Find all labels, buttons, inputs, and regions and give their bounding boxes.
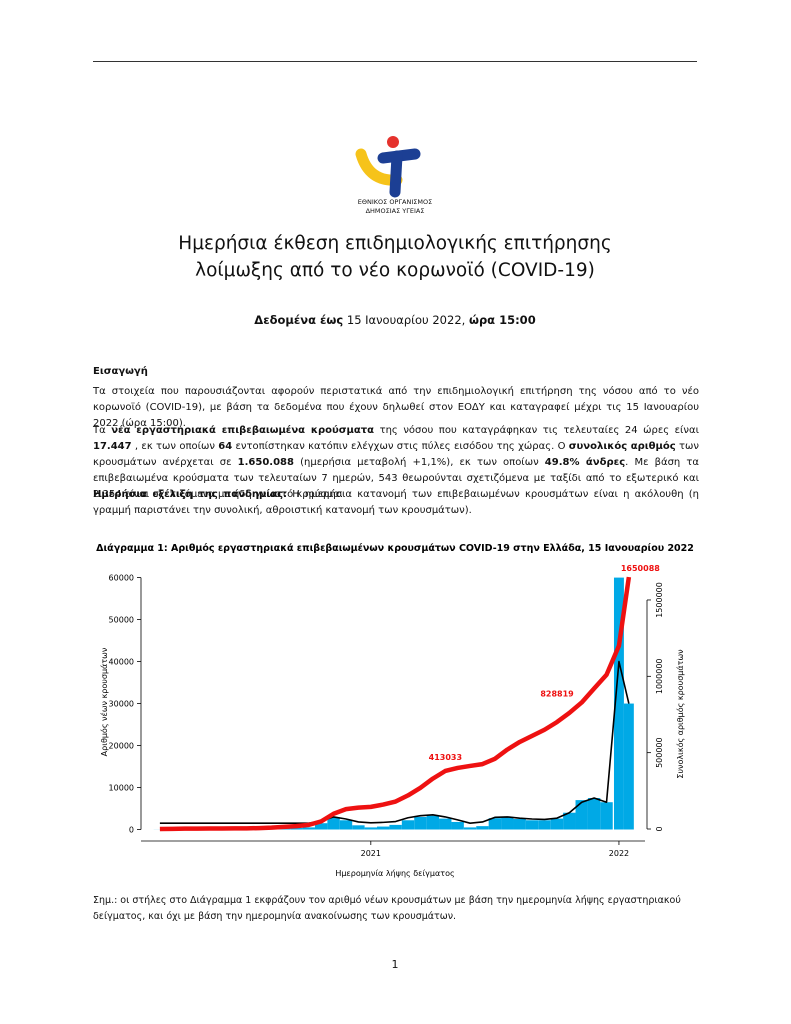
date-line: Δεδομένα έως 15 Ιανουαρίου 2022, ώρα 15:… bbox=[93, 313, 697, 327]
cumulative-line bbox=[159, 576, 632, 832]
bar bbox=[600, 802, 613, 830]
bar bbox=[476, 826, 489, 830]
y-tick-label: 0 bbox=[129, 826, 134, 835]
paragraph: Τα νέα εργαστηριακά επιβεβαιωμένα κρούσμ… bbox=[93, 423, 699, 503]
chart-title: Διάγραμμα 1: Αριθμός εργαστηριακά επιβεβ… bbox=[96, 543, 694, 554]
text-run: της νόσου που καταγράφηκαν τις τελευταίε… bbox=[374, 425, 699, 436]
text-run: 17.447 bbox=[93, 441, 132, 452]
y2-tick-label: 1000000 bbox=[655, 658, 664, 694]
x-axis-label: Ημερομηνία λήψης δείγματος bbox=[335, 869, 454, 878]
bar bbox=[525, 820, 539, 830]
chart: Διάγραμμα 1: Αριθμός εργαστηριακά επιβεβ… bbox=[96, 543, 694, 878]
logo-line: ΕΘΝΙΚΟΣ ΟΡΓΑΝΙΣΜΟΣ bbox=[357, 198, 433, 206]
bar bbox=[339, 820, 353, 830]
bar bbox=[538, 820, 551, 830]
text-run: 1.650.088 bbox=[237, 457, 294, 468]
note: Σημ.: οι στήλες στο Διάγραμμα 1 εκφράζου… bbox=[93, 895, 681, 922]
text-run: εντοπίστηκαν κατόπιν ελέγχων στις πύλες … bbox=[232, 441, 569, 452]
text-run: 15 Ιανουαρίου 2022, bbox=[343, 313, 469, 327]
bar bbox=[302, 827, 315, 830]
y-tick-label: 10000 bbox=[109, 784, 134, 793]
y-axis-label: Αριθμός νέων κρουσμάτων bbox=[99, 647, 109, 756]
text-run: 64 bbox=[218, 441, 233, 452]
text-run: των κρουσμάτων ανέρχεται σε bbox=[93, 441, 699, 468]
x-tick-label: 2022 bbox=[609, 849, 629, 858]
bar bbox=[563, 812, 576, 830]
bar bbox=[327, 817, 340, 830]
bar bbox=[314, 823, 328, 830]
title-line: λοίμωξης από το νέο κορωνοϊό (COVID-19) bbox=[195, 260, 595, 281]
bar bbox=[389, 824, 402, 830]
paragraph: Ημερήσια εξέλιξη της πανδημίας: Η ημερήσ… bbox=[93, 487, 699, 519]
y2-tick-label: 1500000 bbox=[655, 582, 664, 618]
logo-text: ΕΘΝΙΚΟΣ ΟΡΓΑΝΙΣΜΟΣ ΔΗΜΟΣΙΑΣ ΥΓΕΙΑΣ bbox=[345, 198, 445, 216]
bar bbox=[426, 815, 440, 830]
text-run: συνολικός αριθμός bbox=[568, 441, 676, 452]
logo bbox=[355, 136, 421, 198]
bar bbox=[451, 821, 464, 830]
text-run: 49.8% άνδρες bbox=[544, 457, 626, 468]
text-run: (ημερήσια μεταβολή +1,1%), εκ των οποίων bbox=[293, 457, 545, 468]
text-run: ώρα 15:00 bbox=[468, 313, 536, 327]
bar bbox=[401, 820, 415, 830]
text-run: . Με βάση τα επιβεβαιωμένα κρούσματα των… bbox=[93, 457, 700, 500]
y-tick-label: 50000 bbox=[109, 616, 134, 625]
data-label: 828819 bbox=[540, 689, 574, 698]
text-run: Η ημερήσια κατανομή των επιβεβαιωμένων κ… bbox=[93, 489, 699, 516]
bar bbox=[488, 818, 502, 830]
text-run: Τα bbox=[93, 425, 112, 436]
average-line bbox=[159, 660, 630, 825]
header-rule bbox=[93, 61, 697, 62]
bar bbox=[587, 798, 601, 830]
data-label: 1650088 bbox=[621, 564, 660, 573]
bar bbox=[290, 828, 303, 830]
text-run: Τα στοιχεία που παρουσιάζονται αφορούν π… bbox=[93, 386, 699, 429]
bar bbox=[613, 577, 624, 830]
y-tick-label: 60000 bbox=[109, 574, 134, 583]
text-run: Ημερήσια εξέλιξη της πανδημίας: bbox=[93, 489, 287, 500]
bar bbox=[414, 816, 427, 830]
text-run: , εκ των οποίων bbox=[131, 441, 219, 452]
bar bbox=[352, 825, 365, 830]
bar bbox=[364, 827, 378, 830]
bar bbox=[550, 818, 564, 830]
text-run: νέα εργαστηριακά επιβεβαιωμένα κρούσματα bbox=[111, 425, 375, 436]
y2-tick-label: 0 bbox=[655, 826, 664, 831]
data-label: 413033 bbox=[429, 753, 462, 762]
page-number: 1 bbox=[391, 958, 399, 971]
title-line: Ημερήσια έκθεση επιδημιολογικής επιτήρησ… bbox=[178, 233, 612, 254]
bar bbox=[513, 819, 526, 830]
document-title: Ημερήσια έκθεση επιδημιολογικής επιτήρησ… bbox=[93, 230, 697, 284]
bar bbox=[377, 826, 390, 830]
logo-line: ΔΗΜΟΣΙΑΣ ΥΓΕΙΑΣ bbox=[365, 207, 425, 215]
y-tick-label: 20000 bbox=[109, 742, 134, 751]
paragraph: Τα στοιχεία που παρουσιάζονται αφορούν π… bbox=[93, 384, 699, 432]
y-tick-label: 40000 bbox=[109, 658, 134, 667]
bar bbox=[501, 816, 514, 830]
bar bbox=[623, 703, 634, 830]
bar bbox=[463, 827, 477, 830]
section-heading: Εισαγωγή bbox=[93, 366, 148, 377]
text-run: Δεδομένα έως bbox=[254, 313, 344, 327]
bar bbox=[575, 800, 588, 830]
x-tick-label: 2021 bbox=[361, 849, 381, 858]
y2-tick-label: 500000 bbox=[655, 737, 664, 768]
y2-axis-label: Συνολικός αριθμός κρουσμάτων bbox=[675, 649, 685, 779]
bar bbox=[439, 818, 452, 830]
y-tick-label: 30000 bbox=[109, 700, 134, 709]
